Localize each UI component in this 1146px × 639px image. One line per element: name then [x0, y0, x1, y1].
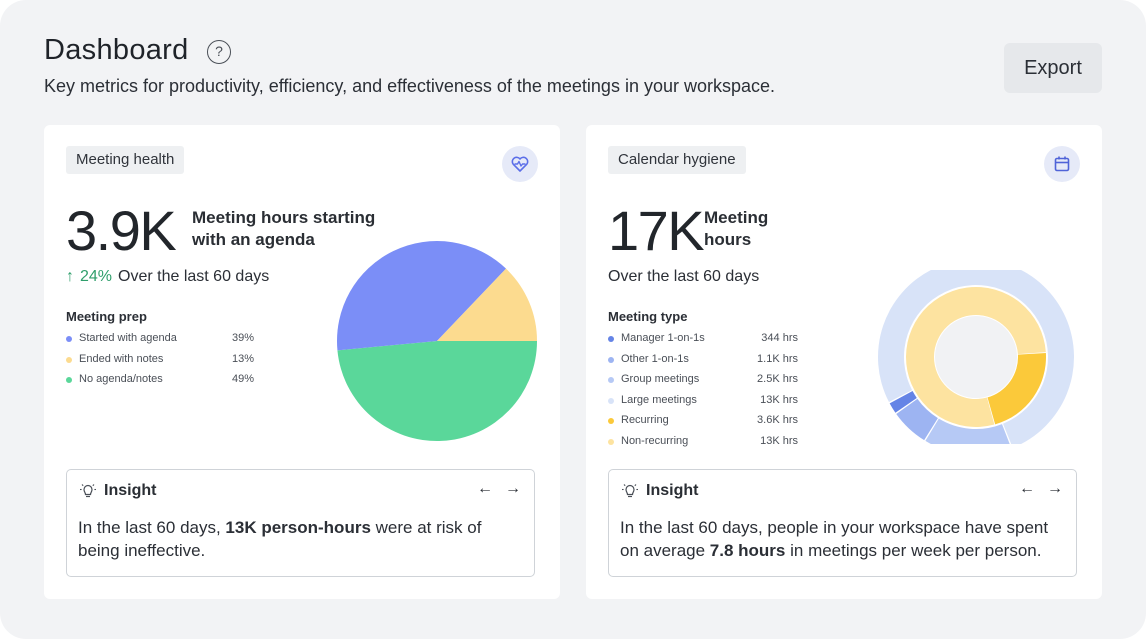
donut-outer-other-1-on-1s [896, 398, 938, 441]
donut-inner-non-recurring [906, 287, 1046, 427]
help-icon[interactable]: ? [207, 40, 231, 64]
insight-panel: Insight ← → In the last 60 days, people … [608, 469, 1077, 577]
arrow-left-icon[interactable]: ← [477, 480, 493, 497]
meeting-prep-pie-chart [337, 241, 537, 441]
meeting-hours-total-label: Meeting hours [704, 208, 769, 249]
legend-label: Ended with notes [79, 352, 164, 365]
meeting-hours-total: 17K [608, 199, 705, 262]
meeting-hours-metric-label: Meeting hours starting with an agenda [192, 208, 376, 249]
legend-swatch [608, 418, 614, 424]
legend-value: 344 hrs [761, 332, 798, 344]
insight-panel: Insight ← → In the last 60 days, 13K per… [66, 469, 535, 577]
arrow-left-icon[interactable]: ← [1019, 480, 1035, 497]
legend-title: Meeting prep [66, 309, 147, 324]
pie-slice-no-agenda-notes [337, 341, 537, 441]
donut-outer-manager-1-on-1s [889, 391, 917, 413]
legend-label: Started with agenda [79, 332, 177, 344]
calendar-icon [1044, 146, 1080, 182]
legend-title: Meeting type [608, 309, 688, 324]
calendar-hygiene-card: Calendar hygiene 17K Meeting hours Over … [586, 125, 1102, 599]
legend-label: Large meetings [621, 393, 697, 406]
meeting-health-card: Meeting health 3.9K Meeting hours starti… [44, 125, 560, 599]
insight-title: Insight [104, 482, 157, 499]
legend-label: Non-recurring [621, 434, 689, 447]
legend-swatch [66, 377, 72, 383]
legend-value: 13K hrs [760, 393, 798, 406]
trend-line: ↑ 24% Over the last 60 days [66, 268, 269, 286]
legend-swatch [608, 397, 614, 404]
meeting-type-donut-chart [878, 270, 1074, 444]
trend-percent: 24% [80, 268, 113, 285]
insight-text-start: In the last 60 days, people in your work… [620, 518, 1049, 560]
trend-up-icon: ↑ [66, 268, 74, 285]
insight-text: In the last 60 days, people in your work… [620, 516, 1065, 562]
legend-value: 13% [231, 352, 254, 365]
legend-label: No agenda/notes [79, 373, 163, 385]
arrow-right-icon[interactable]: → [505, 480, 521, 497]
legend-value: 2.5K hrs [757, 373, 798, 385]
heart-pulse-icon [502, 146, 538, 182]
meeting-health-tag: Meeting health [66, 146, 185, 174]
page-title: Dashboard [44, 34, 189, 66]
legend-swatch [608, 377, 614, 383]
legend-value: 1.1K hrs [757, 352, 798, 365]
meeting-hours-metric: 3.9K [66, 199, 177, 262]
insight-text-end: were at risk of being ineffective. [78, 518, 482, 560]
pie-slice-started-with-agenda [337, 241, 507, 351]
trend-period: Over the last 60 days [118, 268, 270, 285]
page-subtitle: Key metrics for productivity, efficiency… [44, 76, 776, 96]
lightbulb-icon [622, 484, 638, 498]
legend-label: Group meetings [621, 373, 700, 385]
insight-highlight: 7.8 hours [709, 541, 786, 560]
legend-label: Other 1-on-1s [621, 352, 689, 365]
donut-inner-recurring [987, 353, 1046, 425]
legend-label: Recurring [621, 414, 669, 426]
legend-swatch [608, 356, 614, 363]
period-text: Over the last 60 days [608, 268, 760, 285]
legend-label: Manager 1-on-1s [621, 332, 705, 344]
calendar-hygiene-tag: Calendar hygiene [608, 146, 746, 174]
legend-swatch [66, 356, 72, 363]
insight-highlight: 13K person-hours [225, 518, 371, 537]
legend-value: 39% [231, 332, 254, 344]
insight-text: In the last 60 days, 13K person-hours we… [78, 516, 523, 562]
arrow-right-icon[interactable]: → [1047, 480, 1063, 497]
lightbulb-icon [80, 484, 96, 498]
legend-value: 13K hrs [760, 434, 798, 447]
pie-slice-ended-with-notes [437, 268, 537, 341]
insight-text-end: in meetings per week per person. [785, 541, 1042, 560]
legend-swatch [608, 438, 614, 445]
donut-center [935, 316, 1017, 398]
legend-swatch [66, 336, 72, 342]
donut-outer-group-meetings [925, 418, 1010, 444]
legend-swatch [608, 336, 614, 342]
insight-title: Insight [646, 482, 699, 499]
export-button[interactable]: Export [1004, 43, 1102, 93]
insight-text-start: In the last 60 days, [78, 518, 226, 537]
legend-value: 49% [231, 373, 254, 385]
legend-value: 3.6K hrs [757, 414, 798, 426]
